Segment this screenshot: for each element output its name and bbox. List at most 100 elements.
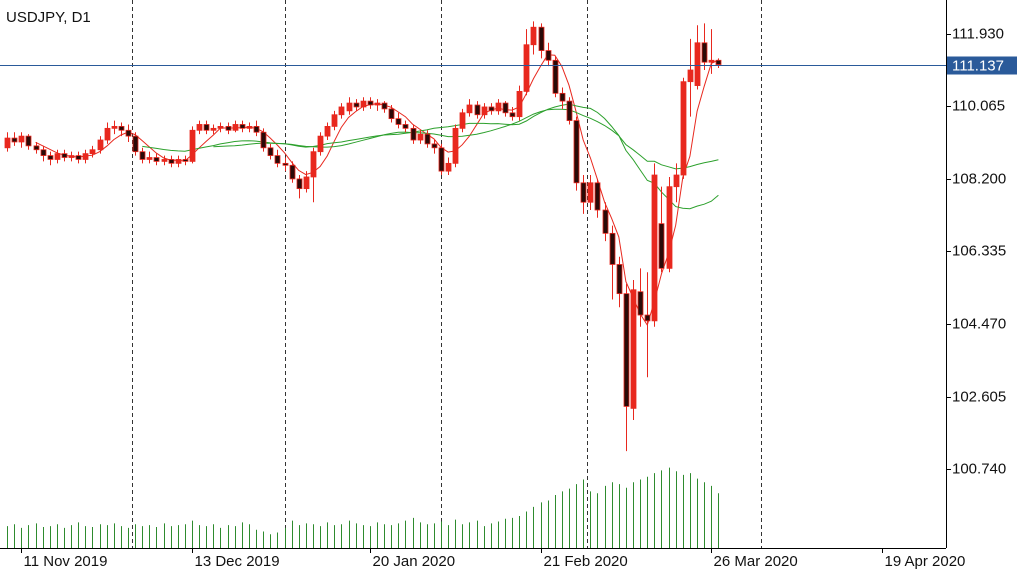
candle-body <box>33 145 40 151</box>
candle-body <box>189 129 196 162</box>
candle-body <box>523 44 530 92</box>
candle-body <box>132 135 139 153</box>
candle-body <box>381 102 388 110</box>
candle-body <box>210 127 217 131</box>
candle-body <box>217 126 224 129</box>
candle-body <box>303 176 310 190</box>
candle-body <box>239 124 246 129</box>
candle-body <box>637 291 644 316</box>
candle-body <box>274 155 281 164</box>
candle-body <box>161 159 168 162</box>
candle-body <box>203 124 210 131</box>
candle-body <box>175 159 182 164</box>
candle-body <box>644 314 651 322</box>
candle-body <box>253 126 260 133</box>
candle-body <box>509 112 516 118</box>
candle-body <box>331 114 338 127</box>
candle-body <box>97 139 104 151</box>
candle-body <box>40 149 47 156</box>
candle-body <box>196 124 203 131</box>
candle-body <box>360 100 367 108</box>
candle-body <box>481 106 488 116</box>
candle-body <box>474 104 481 116</box>
candle-body <box>310 151 317 178</box>
candle-body <box>18 135 25 143</box>
candle-body <box>438 147 445 172</box>
candle-body <box>552 59 559 94</box>
candle-body <box>587 182 594 203</box>
candle-body <box>246 126 253 129</box>
candle-body <box>54 153 61 160</box>
last-price-box <box>947 56 1017 75</box>
candle-body <box>488 106 495 112</box>
x-tick-label: 20 Jan 2020 <box>373 553 456 570</box>
candle-body <box>566 100 573 121</box>
candle-body <box>602 209 609 234</box>
candle-body <box>82 153 89 160</box>
x-tick-label: 13 Dec 2019 <box>195 553 280 570</box>
candle-body <box>11 137 18 143</box>
candle-body <box>573 120 580 184</box>
candle-body <box>61 153 68 158</box>
candle-body <box>530 26 537 46</box>
candle-body <box>346 102 353 112</box>
candle-body <box>402 124 409 129</box>
y-tick-label: 106.335 <box>952 242 1006 259</box>
candle-body <box>367 100 374 106</box>
candle-body <box>687 69 694 83</box>
candle-body <box>623 293 630 407</box>
candle-body <box>417 133 424 141</box>
candle-body <box>616 264 623 295</box>
candle-body <box>353 102 360 108</box>
x-tick-label: 11 Nov 2019 <box>24 553 108 570</box>
candle-body <box>666 186 673 269</box>
candle-body <box>715 59 722 65</box>
candle-body <box>545 50 552 61</box>
candle-body <box>296 178 303 190</box>
candle-body <box>410 127 417 141</box>
x-tick-label: 21 Feb 2020 <box>544 553 628 570</box>
candle-body <box>374 102 381 106</box>
candle-body <box>324 126 331 137</box>
candle-body <box>75 155 82 160</box>
candle-body <box>459 112 466 129</box>
candle-body <box>559 92 566 102</box>
y-tick-label: 102.605 <box>952 388 1006 405</box>
candle-body <box>68 155 75 158</box>
candle-body <box>431 143 438 149</box>
candle-body <box>225 126 232 131</box>
candle-body <box>168 159 175 164</box>
chart-title: USDJPY, D1 <box>6 9 91 26</box>
candle-body <box>516 90 523 118</box>
candle-body <box>111 126 118 129</box>
candle-body <box>182 159 189 162</box>
candle-body <box>673 174 680 188</box>
candle-body <box>153 157 160 162</box>
candle-body <box>445 162 452 172</box>
moving-average <box>142 103 719 210</box>
candle-body <box>267 147 274 156</box>
candle-body <box>538 26 545 51</box>
moving-average <box>213 108 719 170</box>
y-tick-label: 108.200 <box>952 170 1006 187</box>
candle-body <box>701 42 708 63</box>
candle-body <box>4 137 11 149</box>
candle-body <box>630 289 637 409</box>
candle-body <box>118 126 125 131</box>
candle-body <box>338 106 345 116</box>
candle-body <box>495 102 502 112</box>
candle-body <box>694 42 701 86</box>
candle-body <box>139 151 146 160</box>
last-price-label: 111.137 <box>952 57 1004 74</box>
candle-body <box>289 164 296 180</box>
candle-body <box>232 124 239 131</box>
candle-body <box>594 182 601 211</box>
candle-body <box>452 127 459 164</box>
candle-body <box>609 232 616 265</box>
candle-body <box>466 104 473 114</box>
y-tick-label: 110.065 <box>952 97 1005 114</box>
candle-body <box>658 223 665 269</box>
candle-body <box>708 59 715 63</box>
